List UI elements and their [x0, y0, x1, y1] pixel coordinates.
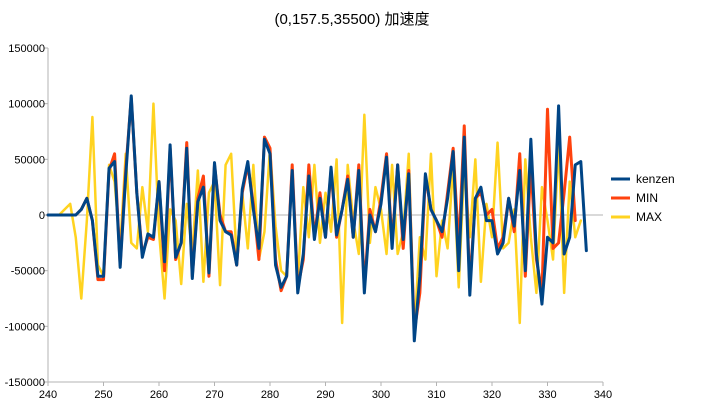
- x-tick-label: 310: [427, 389, 445, 401]
- series-line-kenzen: [46, 94, 588, 343]
- chart-title: (0,157.5,35500) 加速度: [274, 11, 429, 28]
- x-tick-label: 250: [94, 389, 112, 401]
- series-layer: [46, 94, 588, 343]
- y-tick-label: 100000: [8, 99, 45, 111]
- legend-label-kenzen: kenzen: [636, 172, 675, 186]
- y-tick-label: 150000: [8, 43, 45, 55]
- series-line-max: [46, 102, 583, 334]
- x-tick-label: 320: [483, 389, 501, 401]
- y-tick-label: -100000: [5, 321, 45, 333]
- x-tick-label: 270: [205, 389, 223, 401]
- x-tick-label: 280: [261, 389, 279, 401]
- x-tick-label: 340: [594, 389, 612, 401]
- legend-label-min: MIN: [636, 191, 658, 205]
- x-tick-label: 290: [316, 389, 334, 401]
- y-tick-label: -50000: [11, 266, 45, 278]
- y-tick-label: 50000: [14, 154, 45, 166]
- x-tick-label: 240: [39, 389, 57, 401]
- y-tick-label: 0: [39, 210, 45, 222]
- axes: -150000 -100000 -50000 0 50000 100000 150000 24…: [5, 43, 613, 401]
- x-tick-label: 330: [538, 389, 556, 401]
- legend-label-max: MAX: [636, 210, 662, 224]
- legend: kenzen MIN MAX: [611, 172, 675, 224]
- y-tick-label: -150000: [5, 377, 45, 389]
- x-tick-label: 300: [372, 389, 390, 401]
- x-tick-label: 260: [150, 389, 168, 401]
